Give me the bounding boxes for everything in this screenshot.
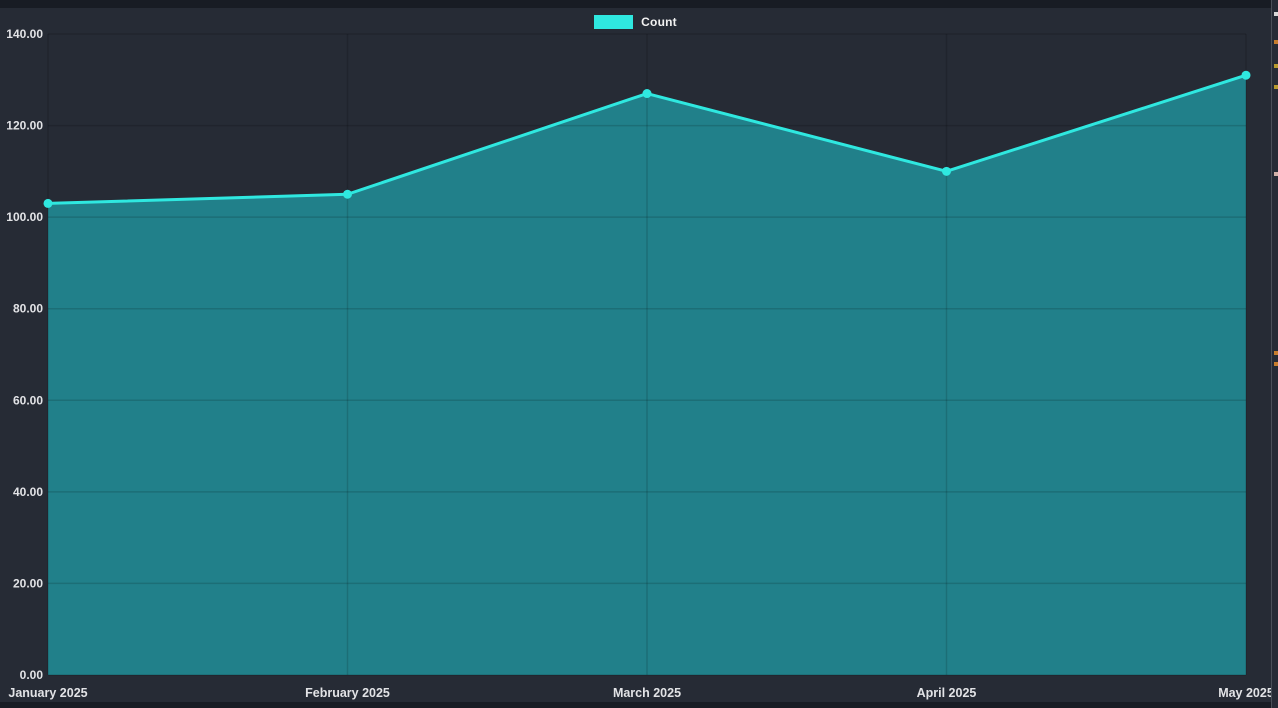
scrollbar-mark xyxy=(1274,12,1278,16)
scrollbar-mark xyxy=(1274,172,1278,176)
scrollbar-mark xyxy=(1274,362,1278,366)
area-chart-canvas[interactable]: 0.00 20.00 40.00 60.00 80.00 100.00 120.00 140.… xyxy=(0,8,1274,702)
data-point-march-2025[interactable] xyxy=(642,89,652,99)
x-tick-label: March 2025 xyxy=(613,686,681,700)
x-tick-label: February 2025 xyxy=(305,686,390,700)
scrollbar-mark xyxy=(1274,351,1278,355)
y-tick-label: 20.00 xyxy=(13,576,43,590)
scrollbar-mark xyxy=(1274,64,1278,68)
x-tick-label: April 2025 xyxy=(917,686,977,700)
data-point-may-2025[interactable] xyxy=(1241,70,1251,80)
y-tick-label: 80.00 xyxy=(13,302,43,316)
x-tick-label: January 2025 xyxy=(8,686,87,700)
y-tick-label: 0.00 xyxy=(20,668,44,682)
legend-label: Count xyxy=(641,15,677,29)
data-point-january-2025[interactable] xyxy=(43,198,53,208)
y-tick-label: 140.00 xyxy=(6,27,43,41)
scrollbar[interactable] xyxy=(1271,0,1278,708)
chart-legend: Count xyxy=(0,11,1271,33)
legend-item-count[interactable]: Count xyxy=(594,15,677,29)
chart-panel: Count 0.00 20.00 40.00 60.00 80.00 100.00 120.… xyxy=(0,8,1274,702)
x-tick-label: May 2025 xyxy=(1218,686,1274,700)
data-point-february-2025[interactable] xyxy=(343,189,352,199)
area-fill xyxy=(48,75,1246,675)
y-tick-label: 100.00 xyxy=(6,210,43,224)
y-tick-label: 60.00 xyxy=(13,393,43,407)
y-tick-label: 120.00 xyxy=(6,119,43,133)
data-point-april-2025[interactable] xyxy=(942,166,951,176)
scrollbar-mark xyxy=(1274,85,1278,89)
scrollbar-mark xyxy=(1274,40,1278,44)
legend-swatch xyxy=(594,15,634,29)
y-tick-label: 40.00 xyxy=(13,485,43,499)
